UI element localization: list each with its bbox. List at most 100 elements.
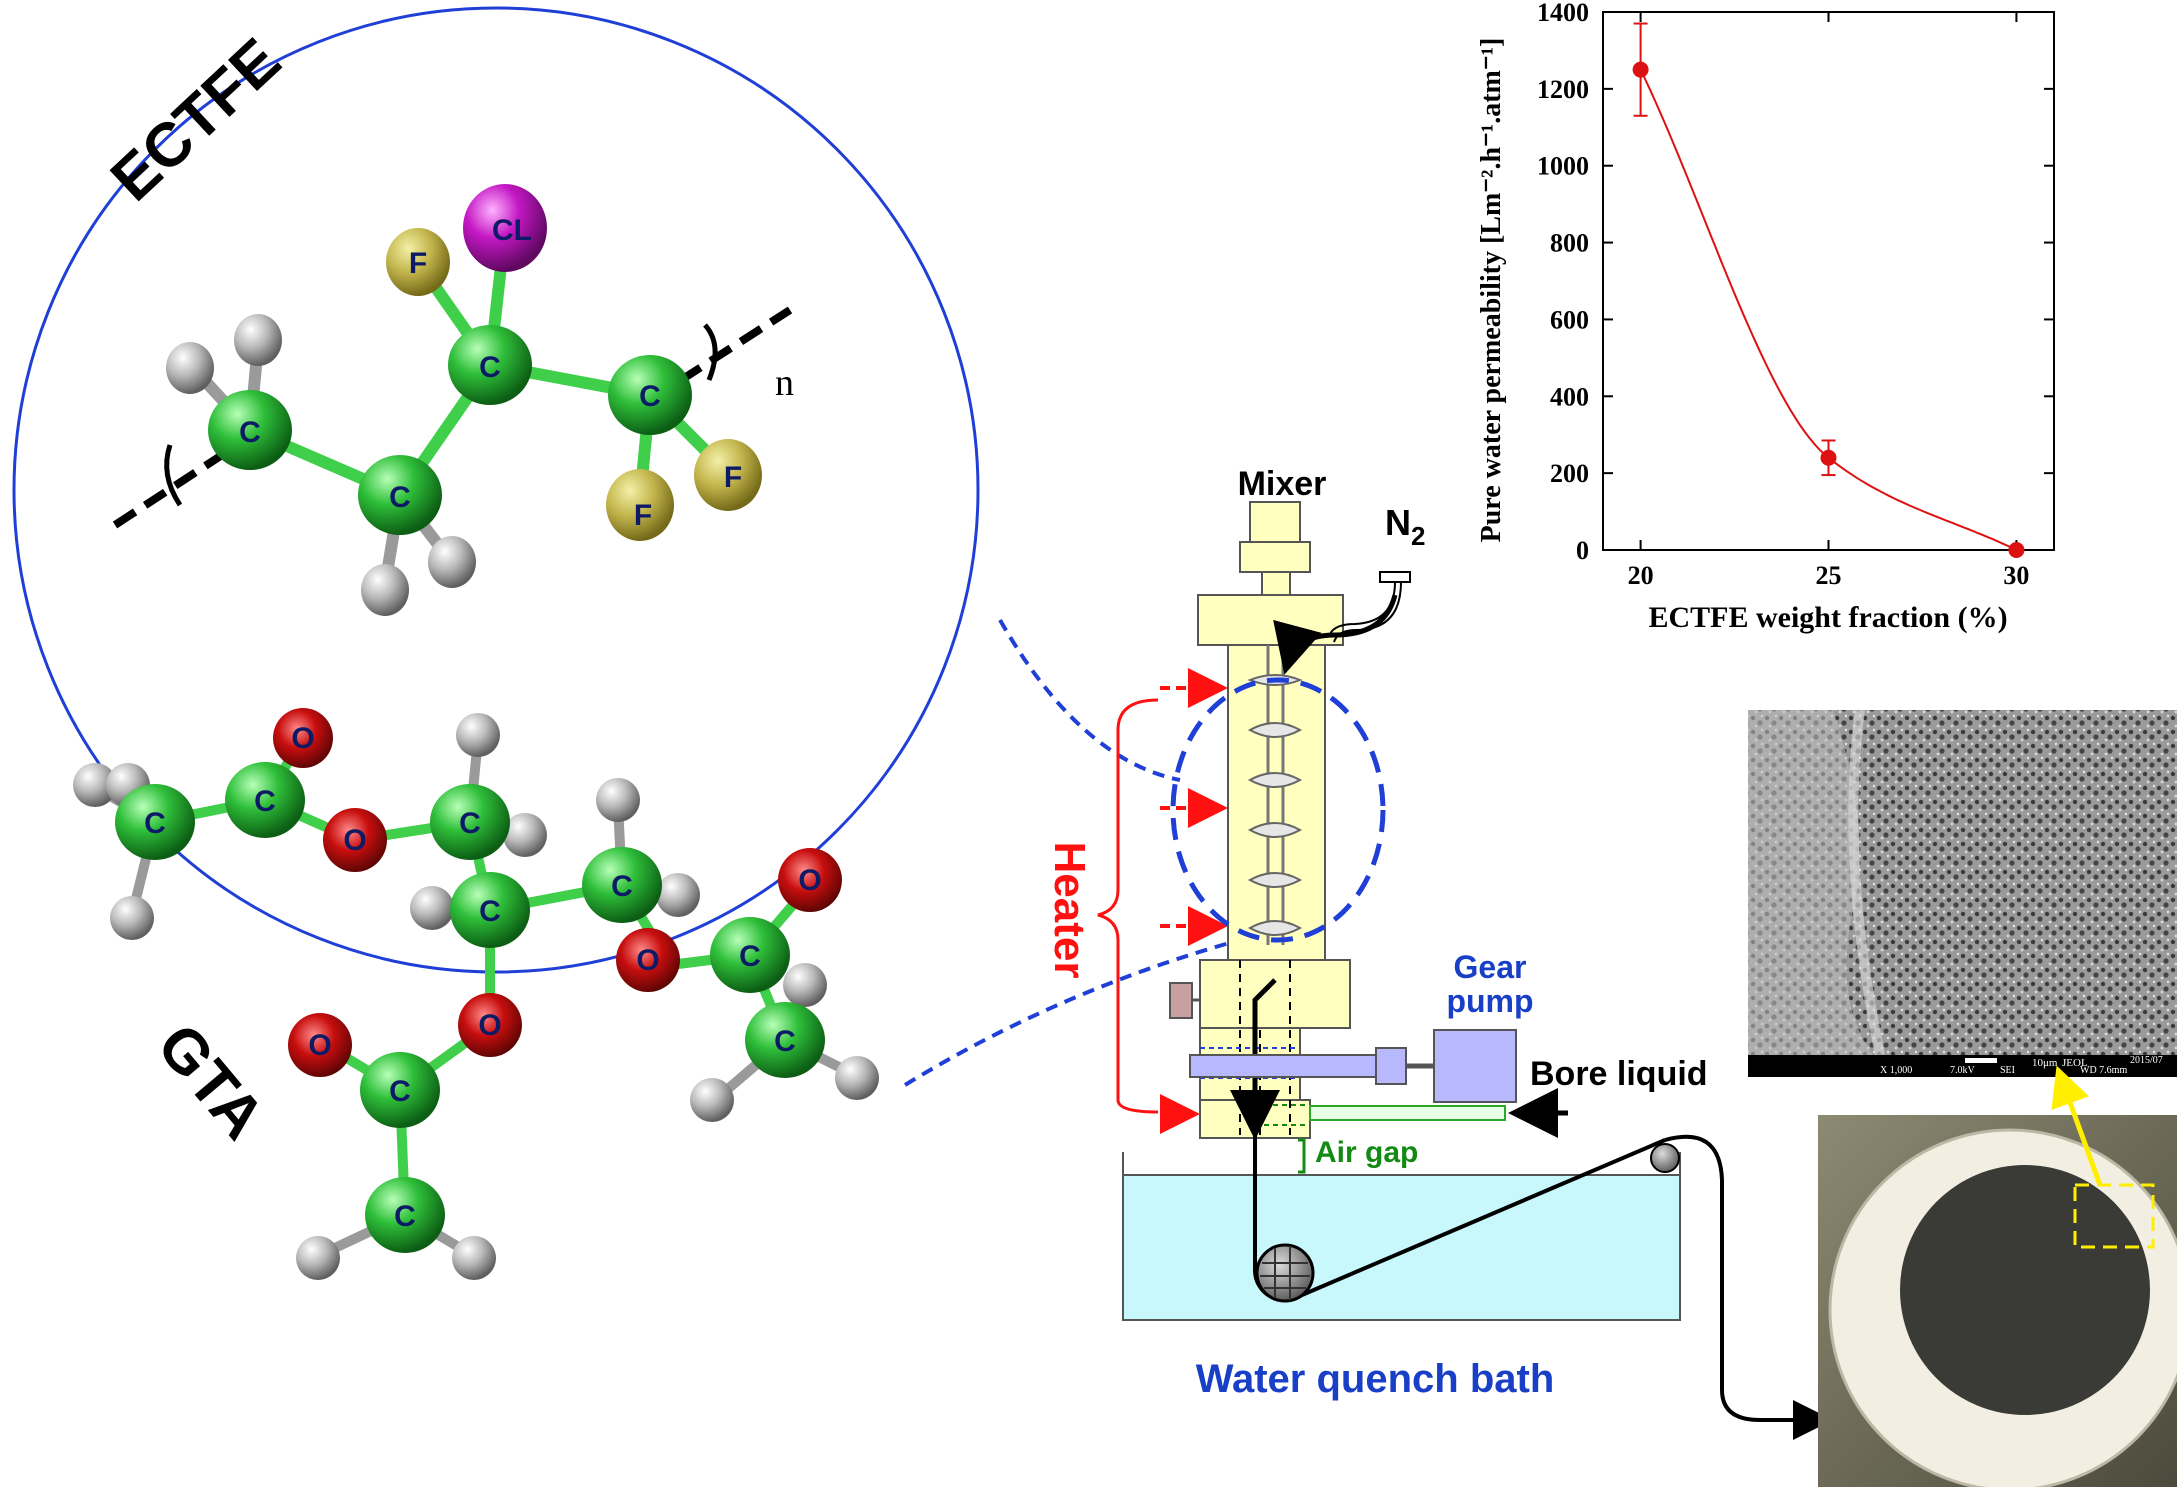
hydrogen-atom <box>783 963 827 1007</box>
chlorine-atom <box>463 184 547 272</box>
x-tick-label: 25 <box>1816 561 1842 590</box>
guide-roller <box>1650 1143 1680 1173</box>
hydrogen-atom <box>690 1078 734 1122</box>
mixer-coupling <box>1261 571 1291 598</box>
sem-micrograph: 10μm JEOL X 1,000 7.0kV SEI WD 7.6mm 201… <box>1748 709 2177 1077</box>
carbon-label: C <box>639 380 661 413</box>
carbon-label: C <box>254 785 276 818</box>
chlorine-label: CL <box>492 214 532 247</box>
carbon-atom <box>365 1177 445 1253</box>
carbon-atom <box>448 325 532 405</box>
n2-inlet: N 2 <box>1329 502 1425 643</box>
hydrogen-atom <box>73 763 117 807</box>
y-tick-label: 1200 <box>1537 75 1589 104</box>
chain-paren-left <box>164 444 183 507</box>
data-point <box>1632 61 1649 78</box>
heater-bracket <box>1097 698 1159 1114</box>
air-gap-bracket <box>1298 1138 1306 1174</box>
carbon-label: C <box>389 1075 411 1108</box>
oxygen-atom <box>778 848 842 912</box>
sem-date: 2015/07 <box>2130 1055 2163 1066</box>
n2-subscript: 2 <box>1411 521 1425 551</box>
hydrogen-atom <box>110 896 154 940</box>
heater-label: Heater <box>1045 842 1094 979</box>
ectfe-title: ECTFE <box>98 25 294 214</box>
fluorine-label: F <box>724 461 742 494</box>
gear-pump-label-line1: Gear <box>1454 949 1527 985</box>
oxygen-label: O <box>478 1009 501 1042</box>
y-axis-label: Pure water permeability [Lm⁻².h⁻¹.atm⁻¹] <box>1476 38 1507 543</box>
bath-roller <box>1255 1243 1315 1303</box>
oxygen-label: O <box>308 1029 331 1062</box>
vessel-body <box>1227 644 1326 961</box>
gta-molecule: C O C O C C C O O C C O O C C <box>73 708 879 1280</box>
hydrogen-atom <box>428 536 476 588</box>
carbon-label: C <box>611 870 633 903</box>
carbon-label: C <box>394 1200 416 1233</box>
fluorine-atom <box>694 439 762 511</box>
carbon-atom <box>115 784 195 860</box>
chain-paren-right <box>703 323 718 381</box>
y-tick-label: 200 <box>1550 459 1589 488</box>
oxygen-atom <box>616 928 680 992</box>
sem-scale-text: 10μm <box>2032 1057 2058 1069</box>
x-axis-ticks: 20 25 30 <box>1628 12 2029 590</box>
water-quench-bath <box>1122 1174 1681 1321</box>
oxygen-label: O <box>798 864 821 897</box>
fiber-lumen <box>1900 1165 2150 1415</box>
oxygen-label: O <box>636 944 659 977</box>
y-tick-label: 400 <box>1550 382 1589 411</box>
hydrogen-atom <box>835 1056 879 1100</box>
carbon-atom <box>430 784 510 860</box>
hydrogen-atom <box>361 564 409 616</box>
sem-scale-bar <box>1965 1058 1997 1063</box>
carbon-label: C <box>479 895 501 928</box>
carbon-label: C <box>479 351 501 384</box>
heater-knob <box>1169 982 1193 1019</box>
mixer-motor-mid <box>1239 541 1311 573</box>
hydrogen-atom <box>656 873 700 917</box>
carbon-label: C <box>389 481 411 514</box>
ectfe-molecule: C C F CL C F F C <box>112 184 793 616</box>
fiber-cross-section-photo <box>1818 1065 2177 1487</box>
hydrogen-atom <box>596 778 640 822</box>
sem-mode: SEI <box>2000 1065 2015 1076</box>
oxygen-atom <box>458 993 522 1057</box>
carbon-label: C <box>459 807 481 840</box>
y-tick-label: 800 <box>1550 229 1589 258</box>
carbon-atom <box>745 1002 825 1078</box>
chain-dash-right <box>647 306 793 404</box>
gear-pump: Gear pump <box>1189 949 1534 1103</box>
zoom-connector-upper <box>998 619 1181 782</box>
carbon-atom <box>358 455 442 535</box>
gear-pump-label-line2: pump <box>1446 983 1533 1019</box>
carbon-label: C <box>144 807 166 840</box>
hydrogen-atom <box>296 1236 340 1280</box>
oxygen-atom <box>323 808 387 872</box>
carbon-label: C <box>739 940 761 973</box>
sem-magnification: X 1,000 <box>1880 1065 1912 1076</box>
oxygen-label: O <box>291 722 314 755</box>
y-tick-label: 0 <box>1576 536 1589 565</box>
spinneret-upper <box>1199 959 1351 1029</box>
bore-liquid-pipe <box>1309 1105 1506 1121</box>
fluorine-atom <box>386 228 450 296</box>
fluorine-label: F <box>409 247 427 280</box>
repeat-subscript: n <box>775 362 794 404</box>
polymer-feed-arrow <box>1273 594 1398 675</box>
hydrogen-atom <box>452 1236 496 1280</box>
data-points <box>1632 22 2025 558</box>
carbon-atom <box>208 390 292 470</box>
highlight-box <box>2073 1183 2155 1249</box>
carbon-atom <box>608 355 692 435</box>
hydrogen-atom <box>166 342 214 394</box>
zoom-connector-lower <box>903 938 1241 1087</box>
carbon-label: C <box>774 1025 796 1058</box>
fiber-takeup-path <box>1664 1134 1833 1440</box>
carbon-atom <box>360 1052 440 1128</box>
mixer-motor-top <box>1249 501 1301 543</box>
x-axis-label: ECTFE weight fraction (%) <box>1648 601 2007 634</box>
carbon-label: C <box>239 416 261 449</box>
air-gap-label: Air gap <box>1315 1136 1418 1169</box>
